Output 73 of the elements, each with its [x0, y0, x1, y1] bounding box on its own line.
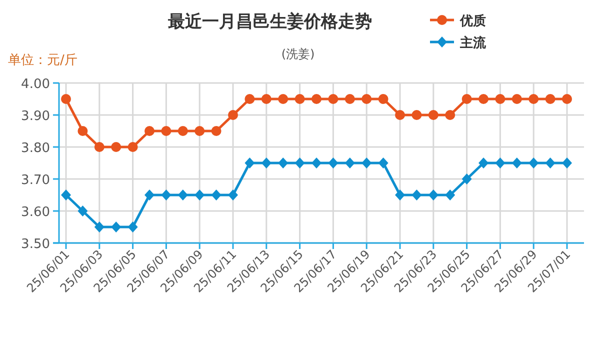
- point: [445, 110, 456, 120]
- point: [362, 158, 372, 168]
- point: [395, 110, 405, 120]
- point: [328, 94, 338, 104]
- chart-title: 最近一月昌邑生姜价格走势: [167, 11, 372, 32]
- point: [312, 158, 322, 168]
- point: [194, 190, 205, 200]
- point: [562, 94, 572, 104]
- point: [478, 158, 488, 168]
- point: [261, 158, 272, 168]
- point: [211, 190, 222, 200]
- point: [161, 190, 172, 200]
- point: [144, 190, 154, 200]
- point: [261, 94, 272, 104]
- y-tick-label: 3.70: [21, 173, 50, 188]
- point: [528, 94, 539, 104]
- point: [462, 174, 472, 184]
- point: [362, 94, 372, 104]
- point: [61, 94, 71, 104]
- point: [128, 222, 138, 232]
- point: [244, 158, 255, 168]
- y-tick-label: 3.90: [21, 109, 50, 124]
- point: [144, 126, 154, 136]
- point: [228, 110, 238, 120]
- point: [462, 94, 472, 104]
- point: [278, 158, 288, 168]
- point: [412, 110, 422, 120]
- point: [294, 158, 305, 168]
- point: [312, 94, 322, 104]
- point: [111, 142, 122, 152]
- point: [78, 206, 88, 216]
- point: [161, 126, 172, 136]
- point: [228, 190, 238, 200]
- y-tick-label: 3.60: [21, 205, 50, 220]
- point: [545, 94, 556, 104]
- point: [512, 94, 522, 104]
- point: [395, 190, 405, 200]
- y-tick-label: 3.50: [21, 237, 50, 252]
- point: [428, 190, 438, 200]
- point: [545, 158, 556, 168]
- point: [528, 158, 539, 168]
- y-tick-label: 3.80: [21, 141, 50, 156]
- point: [61, 190, 71, 200]
- point: [412, 190, 422, 200]
- point: [478, 94, 488, 104]
- point: [495, 94, 506, 104]
- point: [428, 110, 438, 120]
- point: [244, 94, 255, 104]
- point: [344, 94, 355, 104]
- legend-label: 优质: [459, 13, 486, 29]
- y-tick-label: 4.00: [21, 77, 50, 92]
- chart-subtitle: (洗姜): [281, 47, 315, 61]
- point: [94, 222, 104, 232]
- point: [128, 142, 138, 152]
- point: [111, 222, 122, 232]
- point: [378, 94, 388, 104]
- point: [178, 190, 188, 200]
- point: [328, 158, 338, 168]
- point: [94, 142, 104, 152]
- point: [495, 158, 506, 168]
- point: [294, 94, 305, 104]
- point: [562, 158, 572, 168]
- point: [378, 158, 388, 168]
- point: [194, 126, 205, 136]
- point: [512, 158, 522, 168]
- point: [211, 126, 222, 136]
- point: [344, 158, 355, 168]
- point: [178, 126, 188, 136]
- text: 单位：元/斤: [8, 53, 78, 68]
- legend-label: 主流: [459, 35, 487, 51]
- point: [278, 94, 288, 104]
- point: [78, 126, 88, 136]
- point: [445, 190, 456, 200]
